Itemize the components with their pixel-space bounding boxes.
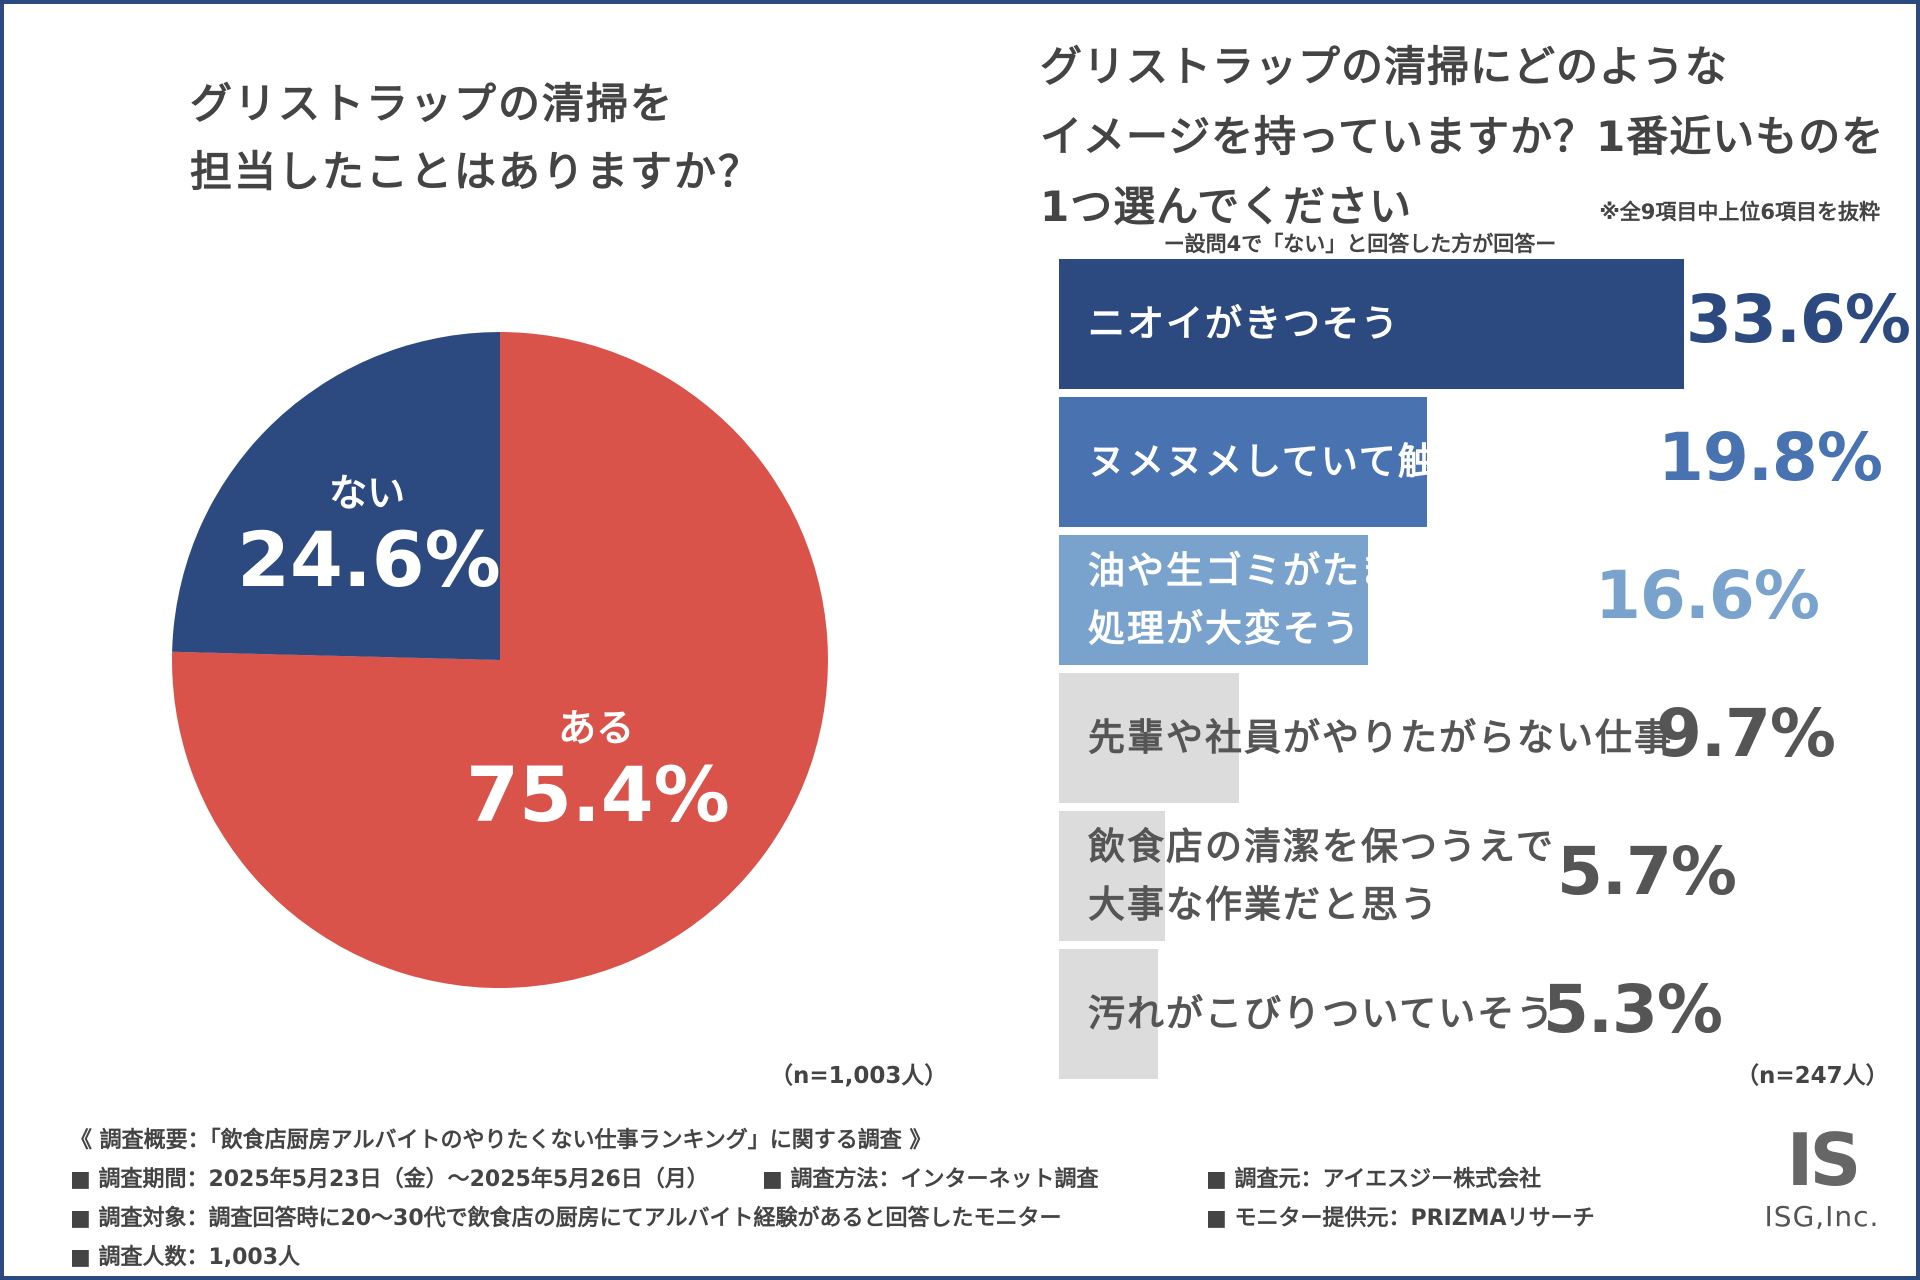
survey-title: 《 調査概要：「飲食店厨房アルバイトのやりたくない仕事ランキング」に関する調査 …: [70, 1128, 932, 1153]
bar-6: [1059, 949, 1158, 1079]
logo-name: ISG,Inc.: [1764, 1200, 1880, 1233]
bar-5: [1059, 811, 1165, 941]
pie-label-nai: ない 24.6%: [237, 462, 501, 604]
bar-4: [1059, 673, 1239, 803]
bar-question-line1: グリストラップの清掃にどのような: [1040, 42, 1729, 91]
bar-2: [1059, 397, 1427, 527]
survey-provider: ■ モニター提供元：PRIZMAリサーチ: [1206, 1206, 1595, 1231]
survey-count: ■ 調査人数：1,003人: [70, 1245, 301, 1270]
bar-label-2: ヌメヌメしていて触りたくない: [1088, 433, 1632, 491]
bar-1: [1059, 259, 1684, 389]
bar-value-1: 33.6%: [1686, 281, 1911, 358]
survey-method: ■ 調査方法：インターネット調査: [762, 1167, 1099, 1192]
bar-question-line3: 1つ選んでください: [1040, 182, 1413, 231]
bar-sample-size: （n=247人）: [1736, 1063, 1889, 1089]
survey-source: ■ 調査元：アイエスジー株式会社: [1206, 1167, 1542, 1192]
bar-label-3-line-1: 油や生ゴミがたまっていて: [1088, 549, 1551, 592]
pie-label-aru: ある 75.4%: [466, 697, 730, 839]
logo-mark: IS: [1786, 1118, 1862, 1202]
bar-question-title: グリストラップの清掃にどのような イメージを持っていますか？1番近いものを 1つ…: [1040, 32, 1910, 242]
bar-label-3-line-2: 処理が大変そう: [1088, 607, 1361, 650]
bar-value-5: 5.7%: [1557, 833, 1737, 910]
pie-value-aru: 75.4%: [466, 749, 730, 839]
pie-category-aru: ある: [558, 705, 635, 750]
bar-value-6: 5.3%: [1543, 971, 1723, 1048]
bar-label-5: 飲食店の清潔を保つうえで 大事な作業だと思う: [1088, 818, 1555, 934]
bar-question-line2: イメージを持っていますか？1番近いものを: [1040, 112, 1885, 161]
pie-slice-nai: [172, 332, 501, 660]
bar-label-3: 油や生ゴミがたまっていて 処理が大変そう: [1088, 542, 1550, 658]
survey-target: ■ 調査対象：調査回答時に20〜30代で飲食店の厨房にてアルバイト経験があると回…: [70, 1206, 1062, 1231]
bar-label-6: 汚れがこびりついていそう: [1088, 985, 1555, 1043]
bar-label-4-line-1: 先輩や社員がやりたがらない仕事: [1088, 716, 1673, 759]
company-logo: IS ISG,Inc.: [1762, 1120, 1882, 1233]
pie-question-line1: グリストラップの清掃を: [190, 79, 675, 128]
bar-label-4: 先輩や社員がやりたがらない仕事: [1088, 709, 1673, 767]
pie-category-nai: ない: [329, 470, 406, 515]
pie-sample-size: （n=1,003人）: [770, 1063, 948, 1089]
bar-value-3: 16.6%: [1595, 557, 1820, 634]
bar-value-4: 9.7%: [1656, 695, 1836, 772]
survey-period: ■ 調査期間：2025年5月23日（金）〜2025年5月26日（月）: [70, 1167, 709, 1192]
bar-label-1: ニオイがきつそう: [1088, 295, 1400, 353]
pie-value-nai: 24.6%: [237, 514, 501, 604]
bar-label-5-line-2: 大事な作業だと思う: [1088, 883, 1439, 926]
bar-3: [1059, 535, 1368, 665]
pie-chart: [172, 332, 829, 988]
pie-question-title: グリストラップの清掃を 担当したことはありますか？: [190, 70, 830, 206]
bar-label-1-line-1: ニオイがきつそう: [1088, 302, 1400, 345]
pie-question-line2: 担当したことはありますか？: [190, 147, 763, 196]
bar-label-6-line-1: 汚れがこびりついていそう: [1088, 992, 1556, 1035]
excerpt-note: ※全9項目中上位6項目を抜粋: [1599, 200, 1880, 224]
bar-value-2: 19.8%: [1658, 419, 1883, 496]
bar-label-5-line-1: 飲食店の清潔を保つうえで: [1088, 825, 1555, 868]
respondent-note: ー設問4で「ない」と回答した方が回答ー: [1163, 232, 1557, 256]
bar-label-2-line-1: ヌメヌメしていて触りたくない: [1088, 440, 1632, 483]
